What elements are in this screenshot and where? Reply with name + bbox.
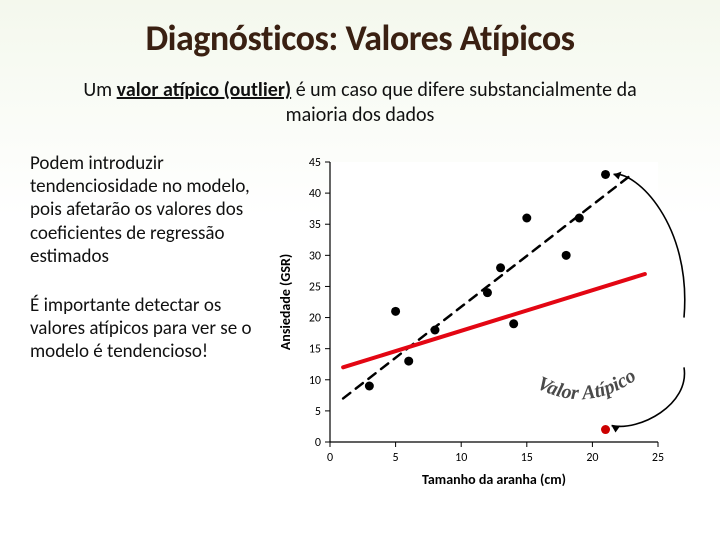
scatter-chart: 0 5 10 15 20 25 0 5 10 15 20 25 30 35 40 45 Tamanho da a… [274,152,694,492]
body-text-column: Podem introduzir tendenciosidade no mode… [30,152,258,389]
subtitle-lead: Um [83,78,116,102]
svg-text:45: 45 [309,156,321,170]
svg-text:Ansiedade (GSR): Ansiedade (GSR) [277,254,294,350]
svg-text:40: 40 [309,187,321,201]
slide-title: Diagnósticos: Valores Atípicos [30,16,690,60]
subtitle-rest: é um caso que difere substancialmente da… [286,78,637,127]
svg-text:15: 15 [521,451,533,465]
body-row: Podem introduzir tendenciosidade no mode… [30,152,690,492]
chart-svg: 0 5 10 15 20 25 0 5 10 15 20 25 30 35 40 45 Tamanho da a… [274,152,694,492]
svg-text:5: 5 [393,451,399,465]
svg-text:Tamanho da aranha (cm): Tamanho da aranha (cm) [422,471,566,488]
svg-text:15: 15 [309,343,321,357]
slide-subtitle: Um valor atípico (outlier) é um caso que… [80,78,640,128]
svg-text:10: 10 [309,374,321,388]
svg-text:0: 0 [315,436,321,450]
svg-text:25: 25 [652,451,664,465]
paragraph-1: Podem introduzir tendenciosidade no mode… [30,152,258,268]
svg-text:5: 5 [315,405,321,419]
svg-text:10: 10 [455,451,467,465]
svg-text:25: 25 [309,280,321,294]
svg-text:35: 35 [309,218,321,232]
svg-text:20: 20 [586,451,598,465]
slide: Diagnósticos: Valores Atípicos Um valor … [0,0,720,540]
svg-text:30: 30 [309,249,321,263]
paragraph-2: É importante detectar os valores atípico… [30,294,258,364]
subtitle-keyword: valor atípico (outlier) [117,78,292,102]
svg-text:0: 0 [327,451,333,465]
svg-text:20: 20 [309,312,321,326]
